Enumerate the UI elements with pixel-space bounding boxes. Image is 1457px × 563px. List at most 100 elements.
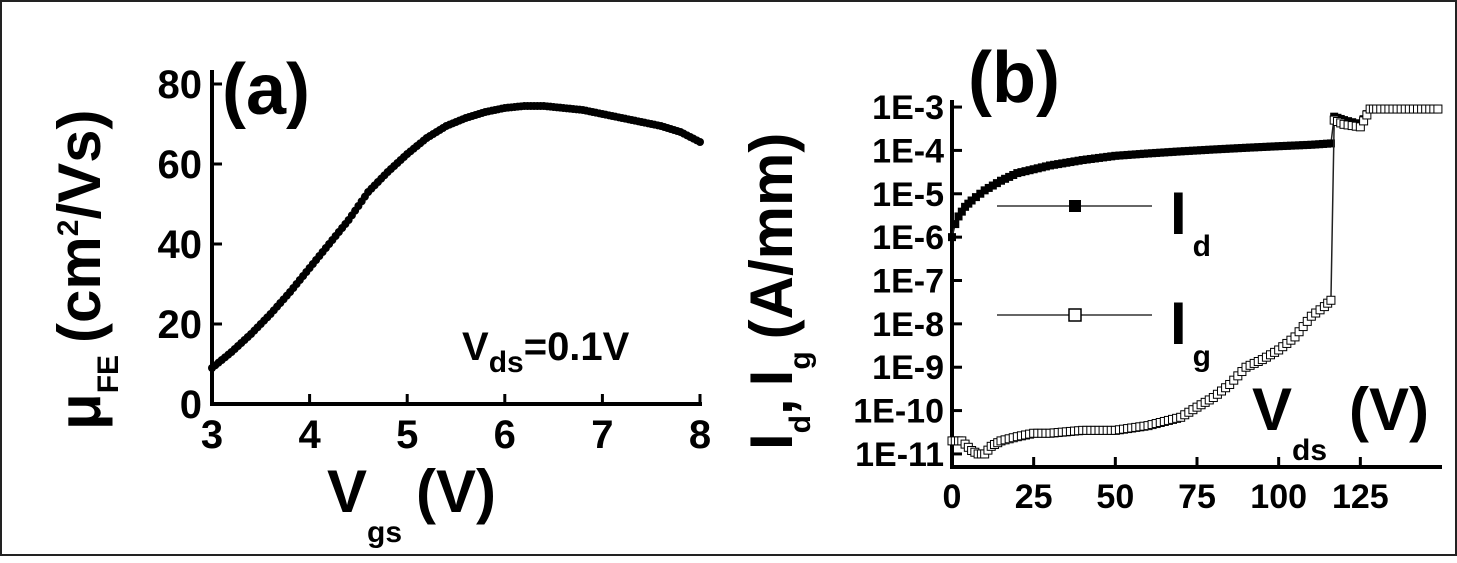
b-id-point (1103, 152, 1112, 161)
b-xtick-label-0: 0 (943, 478, 962, 516)
panel-a-annotation-sub: ds (489, 346, 524, 379)
panel-b-y-label-b: I (738, 370, 805, 387)
panel-a-label: (a) (222, 50, 310, 130)
legend-id-marker (1069, 200, 1081, 212)
b-id-point (1058, 159, 1067, 168)
b-id-point (1029, 165, 1038, 174)
b-id-point (997, 176, 1005, 185)
panel-b-y-label-unit: (A/mm) (738, 133, 805, 340)
panel-a-y-label-unit-post: /Vs) (46, 110, 113, 220)
b-id-point (1021, 167, 1030, 176)
panel-b: 0 25 50 75 100 125 1E-11 1E-10 1E-9 1E-8 1E-7 1E-6 1… (738, 38, 1443, 516)
b-id-point (1201, 145, 1210, 154)
b-id-point (1254, 143, 1263, 152)
b-xtick-label-3: 75 (1178, 478, 1216, 516)
b-id-point (1062, 158, 1071, 167)
b-id-point (1160, 148, 1169, 157)
b-id-point (1326, 139, 1335, 148)
b-id-point (1282, 141, 1291, 150)
panel-b-x-label: Vds (V) (1252, 376, 1429, 467)
b-id-point (1135, 150, 1144, 159)
panel-a-y-label-sub: FE (92, 355, 125, 393)
b-ig-point (1433, 104, 1443, 114)
a-xtick-label-3: 6 (494, 413, 516, 457)
b-id-point (1046, 161, 1054, 170)
legend-ig-marker (1068, 308, 1082, 322)
panel-b-label: (b) (968, 38, 1060, 118)
b-id-point (1176, 147, 1185, 156)
b-id-point (1295, 141, 1304, 150)
b-xtick-label-1: 25 (1015, 478, 1053, 516)
b-ig-point (1326, 295, 1336, 305)
b-id-point (1172, 147, 1181, 156)
b-ytick-label-8: 1E-3 (872, 89, 944, 127)
b-id-point (1041, 162, 1050, 171)
b-id-point (984, 183, 993, 192)
panel-b-x-label-unit: (V) (1349, 376, 1429, 443)
b-id-point (1274, 142, 1283, 151)
b-id-point (1168, 147, 1177, 156)
b-id-point (1221, 144, 1230, 153)
b-id-point (1213, 145, 1222, 154)
b-id-point (1209, 145, 1218, 154)
a-xtick-label-1: 4 (298, 413, 321, 457)
b-id-point (1152, 148, 1161, 157)
b-id-point (967, 196, 976, 205)
b-id-point (948, 233, 956, 242)
b-id-point (1074, 156, 1083, 165)
b-id-point (1017, 168, 1026, 177)
panel-a-y-label: μFE (cm2/Vs) (46, 110, 125, 431)
b-id-point (1107, 152, 1116, 161)
b-id-point (1164, 148, 1173, 157)
b-id-point (1078, 156, 1087, 165)
b-id-point (1054, 160, 1063, 169)
b-id-point (1148, 149, 1157, 158)
a-ytick-label-4: 80 (158, 63, 203, 107)
b-id-point (1299, 141, 1308, 150)
b-id-point (1095, 153, 1103, 162)
b-id-point (1119, 151, 1128, 160)
b-id-point (1278, 142, 1287, 151)
panel-b-y-label: Id, Ig (A/mm) (738, 133, 817, 450)
b-id-point (1025, 166, 1034, 175)
panel-b-ticks: 0 25 50 75 100 125 1E-11 1E-10 1E-9 1E-8 1E-7 1E-6 1… (853, 89, 1388, 516)
panel-b-y-label-a: I (738, 433, 805, 450)
b-ytick-label-3: 1E-8 (872, 306, 944, 344)
b-id-point (1246, 143, 1255, 152)
b-id-point (980, 186, 989, 195)
panel-a-x-label-main: V (327, 458, 367, 525)
b-id-point (1050, 160, 1059, 169)
b-id-point (1009, 170, 1018, 179)
a-ytick-label-3: 60 (158, 143, 203, 187)
b-id-point (1229, 144, 1238, 153)
b-id-point (1001, 174, 1010, 183)
b-ytick-label-1: 1E-10 (853, 393, 944, 431)
b-ytick-label-0: 1E-11 (855, 436, 944, 474)
b-id-point (1262, 142, 1271, 151)
a-xtick-label-2: 5 (396, 413, 418, 457)
b-id-point (1303, 140, 1312, 149)
b-id-point (1237, 143, 1246, 152)
b-id-point (957, 207, 966, 216)
b-id-point (1127, 150, 1136, 159)
b-ytick-label-5: 1E-6 (872, 219, 944, 257)
legend-ig-sub: g (1193, 340, 1211, 373)
b-id-point (1205, 145, 1214, 154)
panel-a-x-label: Vgs (V) (327, 458, 496, 549)
b-id-point (1286, 141, 1295, 150)
panel-a-y-label-main: μ (46, 393, 113, 430)
a-ytick-label-0: 0 (180, 383, 202, 427)
b-id-point (1123, 150, 1132, 159)
a-ytick-label-1: 20 (158, 303, 203, 347)
b-id-point (1099, 153, 1108, 162)
b-id-point (1037, 163, 1046, 172)
a-ytick-label-2: 40 (158, 223, 203, 267)
panel-a-annotation: Vds=0.1V (462, 325, 630, 379)
b-id-point (1144, 149, 1152, 158)
panel-a-annotation-main: V (462, 325, 489, 369)
b-id-point (1225, 144, 1234, 153)
b-id-point (1242, 143, 1250, 152)
